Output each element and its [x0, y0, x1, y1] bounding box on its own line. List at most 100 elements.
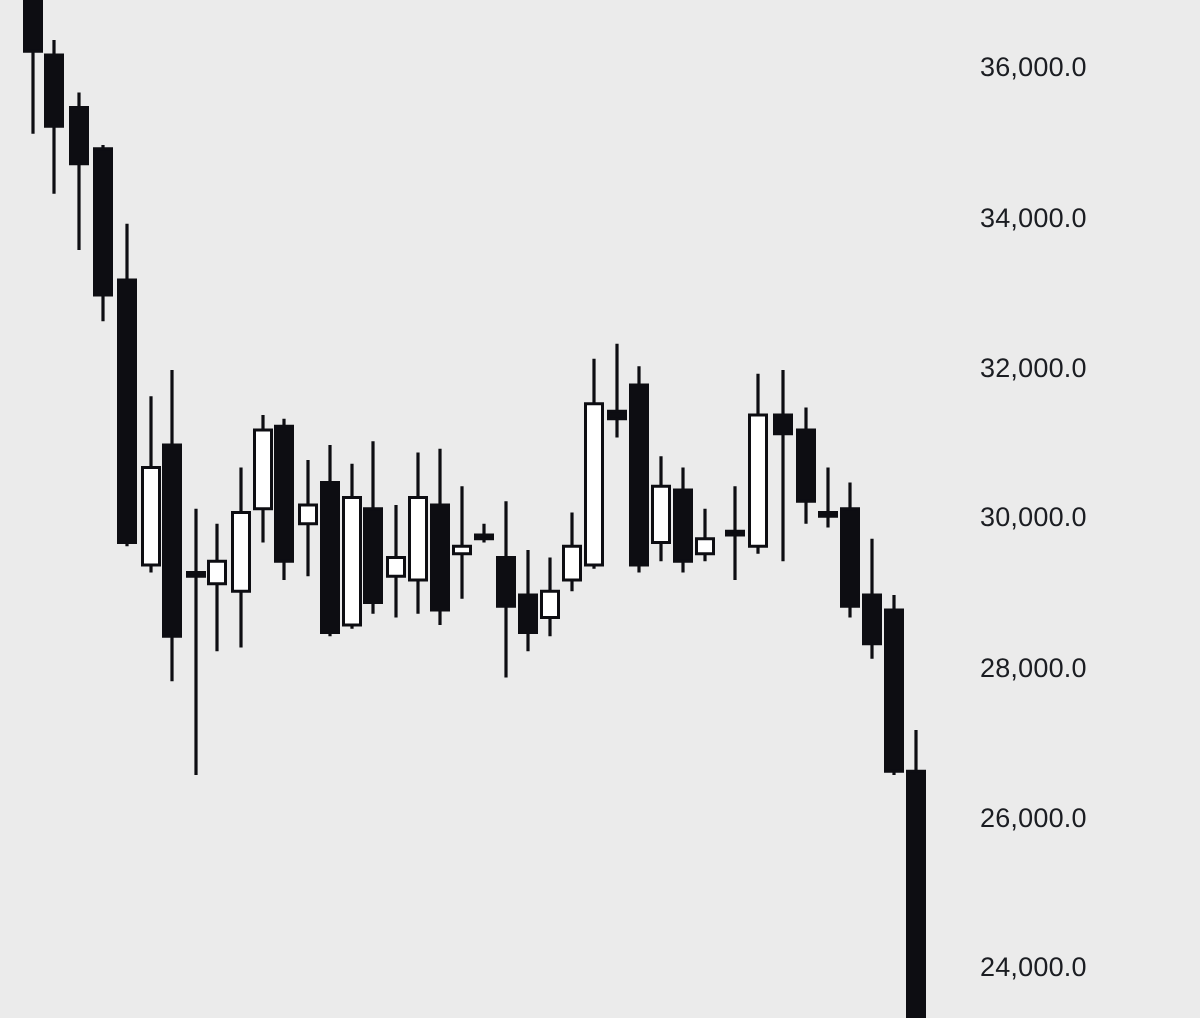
candle-bullish[interactable] — [386, 505, 406, 618]
candle-bearish[interactable] — [93, 145, 113, 322]
candle-body — [607, 409, 627, 421]
candle-body — [862, 593, 882, 646]
candle-body — [363, 507, 383, 604]
candle-wick — [31, 0, 35, 134]
candle-bullish[interactable] — [651, 456, 671, 562]
candle-body — [298, 503, 318, 526]
candle-body — [207, 559, 227, 586]
candle-wick — [460, 486, 464, 599]
candle-bullish[interactable] — [584, 358, 604, 569]
candle-body — [651, 484, 671, 544]
candle-bearish[interactable] — [363, 441, 383, 614]
candle-bearish[interactable] — [818, 467, 838, 528]
candle-bearish[interactable] — [44, 40, 64, 194]
candle-wick — [215, 523, 219, 652]
y-axis-tick-label: 30,000.0 — [980, 502, 1087, 532]
candle-body — [818, 511, 838, 518]
candlestick-series — [23, 0, 926, 1018]
candle-bullish[interactable] — [298, 460, 318, 577]
candle-body — [408, 496, 428, 582]
candle-body — [93, 147, 113, 297]
candle-bearish[interactable] — [162, 370, 182, 682]
candle-body — [748, 413, 768, 548]
candle-body — [274, 424, 294, 563]
candle-bullish[interactable] — [408, 452, 428, 614]
y-axis-tick-label: 34,000.0 — [980, 203, 1087, 233]
candle-body — [430, 503, 450, 612]
candle-wick — [615, 343, 619, 438]
candle-wick — [781, 370, 785, 562]
candle-bearish[interactable] — [430, 448, 450, 625]
candle-bullish[interactable] — [231, 467, 251, 648]
candle-body — [773, 413, 793, 436]
candle-bearish[interactable] — [23, 0, 43, 134]
candle-body — [796, 428, 816, 503]
candle-body — [141, 466, 161, 567]
candle-body — [584, 402, 604, 567]
candle-bearish[interactable] — [673, 467, 693, 573]
candle-bearish[interactable] — [862, 538, 882, 659]
candle-body — [906, 769, 926, 1018]
candle-bullish[interactable] — [253, 415, 273, 543]
candle-body — [69, 106, 89, 166]
y-axis-tick-label: 36,000.0 — [980, 52, 1087, 82]
candle-wick — [826, 467, 830, 528]
candle-body — [320, 481, 340, 634]
candle-body — [253, 428, 273, 511]
candle-body — [117, 278, 137, 544]
y-axis-tick-label: 26,000.0 — [980, 803, 1087, 833]
candle-bearish[interactable] — [274, 418, 294, 580]
candle-bearish[interactable] — [496, 501, 516, 678]
candle-body — [540, 589, 560, 619]
candle-bullish[interactable] — [342, 463, 362, 629]
candle-body — [695, 537, 715, 556]
candle-wick — [703, 508, 707, 562]
candle-body — [496, 556, 516, 608]
candle-body — [629, 383, 649, 567]
chart-plot-area[interactable] — [0, 0, 980, 1018]
candle-bearish[interactable] — [474, 523, 494, 543]
candle-body — [840, 507, 860, 608]
candle-bullish[interactable] — [452, 486, 472, 599]
candle-bullish[interactable] — [748, 373, 768, 554]
candle-bearish[interactable] — [518, 550, 538, 652]
candle-bullish[interactable] — [562, 512, 582, 592]
candle-bearish[interactable] — [320, 445, 340, 637]
candle-bullish[interactable] — [695, 508, 715, 562]
candle-body — [44, 53, 64, 128]
candle-wick — [77, 92, 81, 250]
candle-body — [884, 608, 904, 773]
candle-bearish[interactable] — [906, 730, 926, 1018]
candle-body — [231, 511, 251, 593]
candle-body — [186, 571, 206, 578]
candle-wick — [194, 508, 198, 775]
candle-bearish[interactable] — [629, 366, 649, 573]
candle-bearish[interactable] — [186, 508, 206, 775]
candle-body — [23, 0, 43, 53]
y-axis-tick-label: 28,000.0 — [980, 653, 1087, 683]
candle-body — [518, 593, 538, 634]
candle-body — [452, 544, 472, 556]
candle-bearish[interactable] — [69, 92, 89, 251]
y-axis-tick-label: 32,000.0 — [980, 353, 1087, 383]
y-axis-tick-label: 24,000.0 — [980, 952, 1087, 982]
candle-body — [562, 544, 582, 582]
candle-bullish[interactable] — [540, 557, 560, 637]
candle-bearish[interactable] — [796, 407, 816, 524]
candle-bearish[interactable] — [773, 370, 793, 562]
candle-body — [725, 529, 745, 537]
candle-bearish[interactable] — [725, 486, 745, 580]
y-axis: 36,000.0 34,000.0 32,000.0 30,000.0 28,000.0… — [980, 0, 1200, 1018]
candle-body — [342, 496, 362, 627]
candle-bullish[interactable] — [141, 396, 161, 573]
candle-bullish[interactable] — [207, 523, 227, 652]
candle-body — [162, 443, 182, 638]
candle-bearish[interactable] — [840, 482, 860, 618]
candle-wick — [482, 523, 486, 543]
candle-body — [474, 533, 494, 541]
candle-body — [673, 488, 693, 563]
candle-bearish[interactable] — [117, 223, 137, 547]
candle-bearish[interactable] — [884, 595, 904, 775]
candle-bearish[interactable] — [607, 343, 627, 438]
